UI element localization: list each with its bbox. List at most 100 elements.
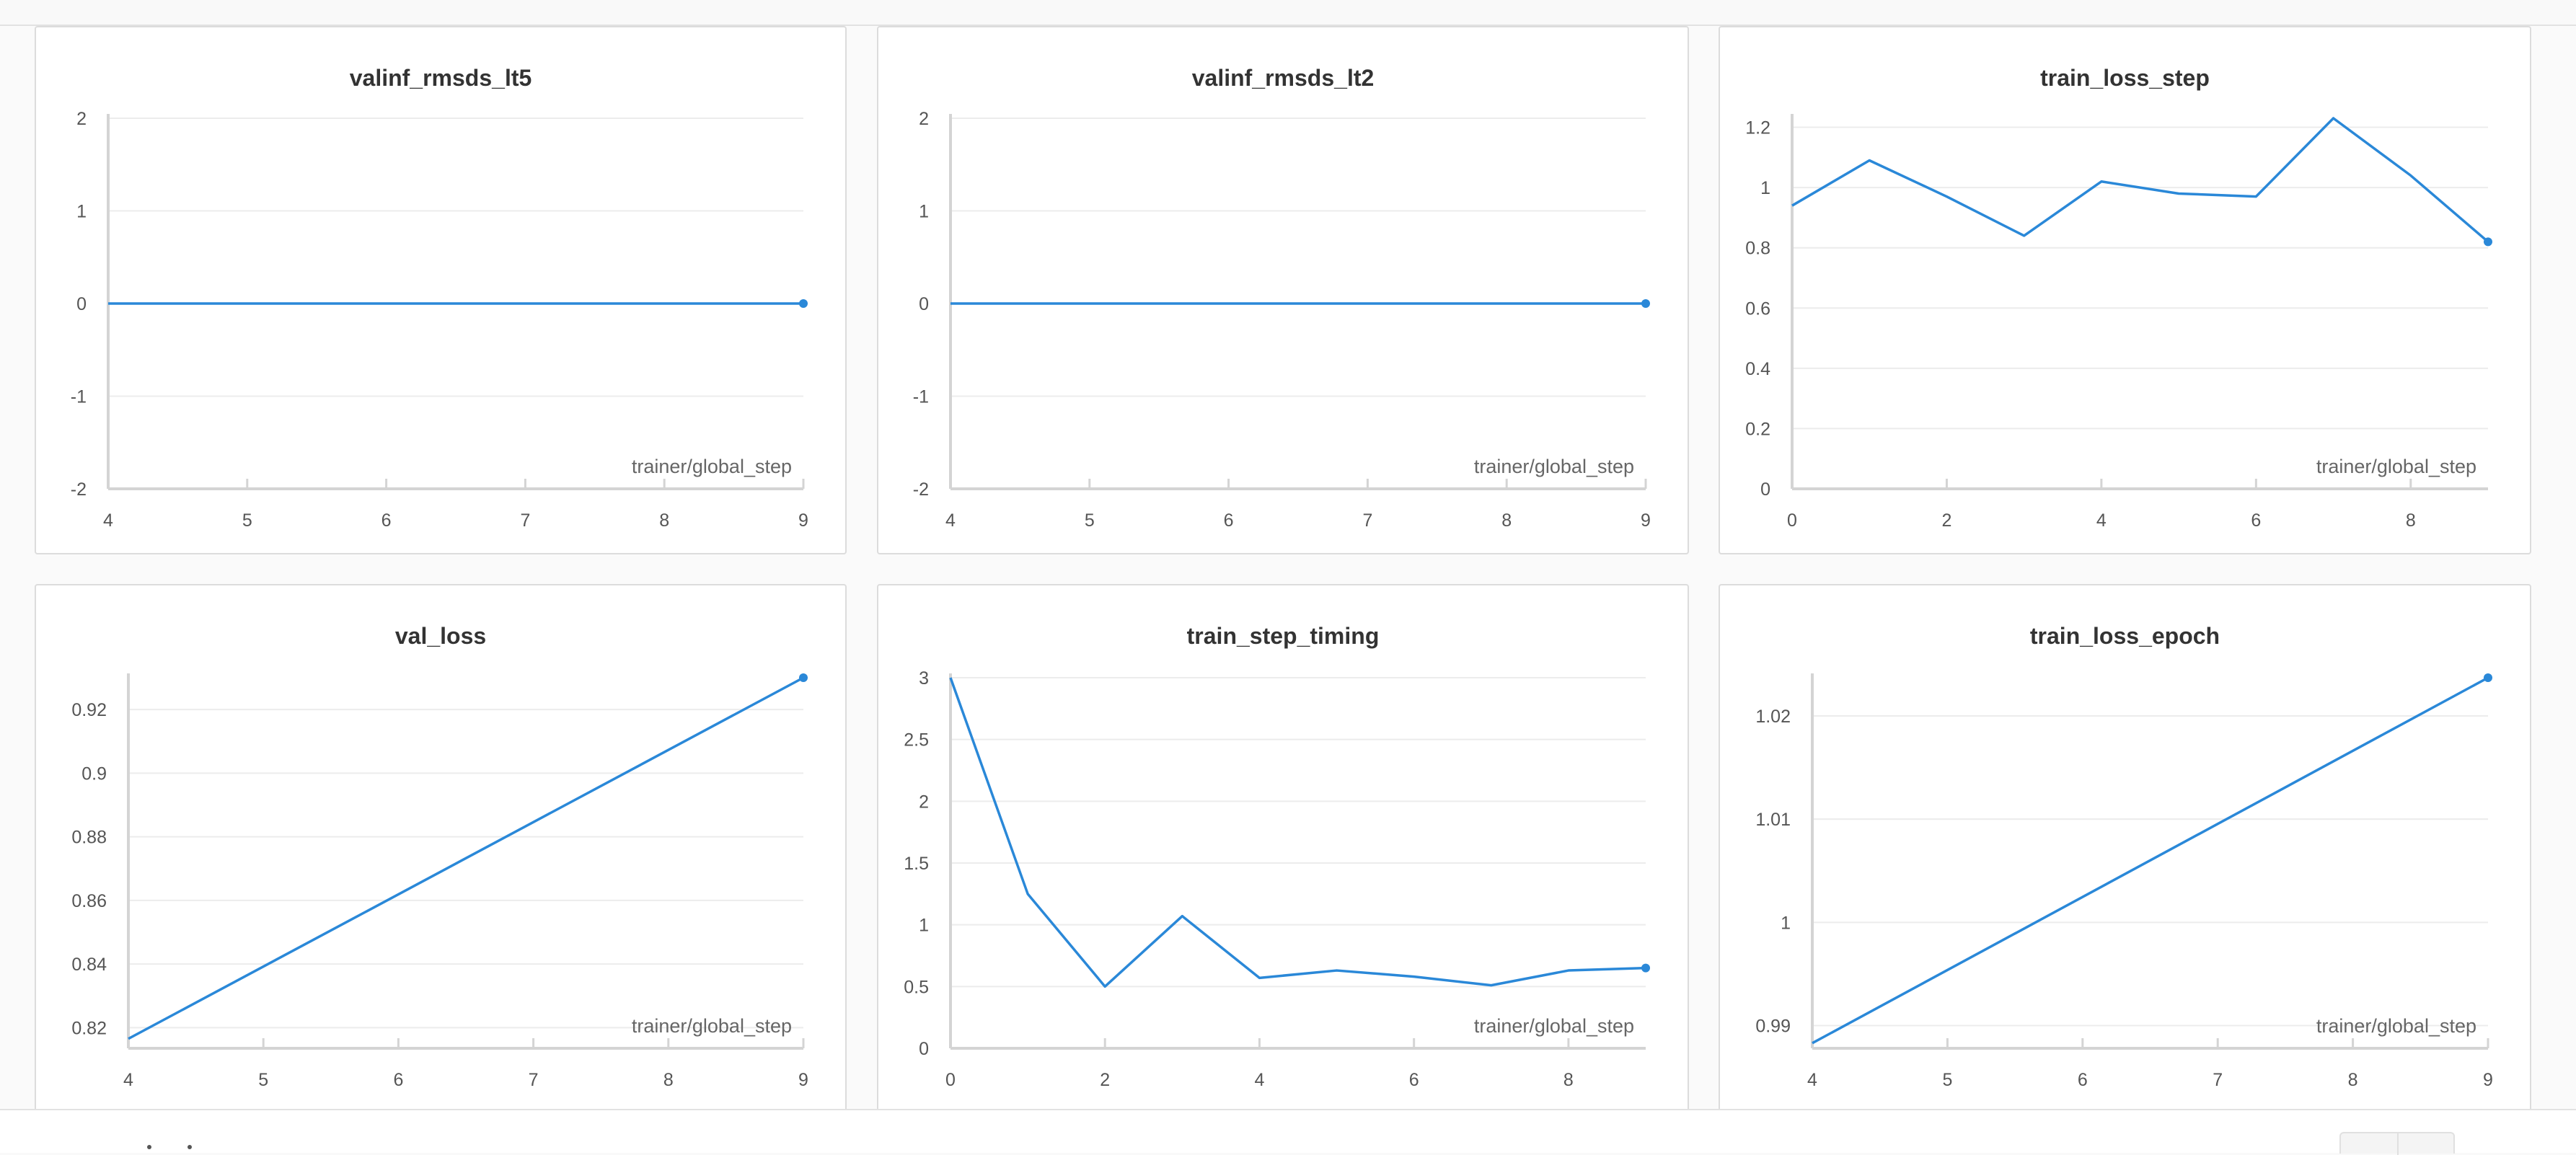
panel-title: train_loss_epoch xyxy=(2029,623,2220,649)
last-point-marker xyxy=(2484,673,2492,682)
x-tick-label: 7 xyxy=(529,1070,539,1090)
x-tick-label: 6 xyxy=(393,1070,403,1090)
y-tick-label: -2 xyxy=(71,479,87,500)
x-tick-label: 6 xyxy=(1224,510,1234,531)
y-tick-label: 0 xyxy=(76,294,87,314)
y-tick-label: 0.9 xyxy=(81,764,107,784)
x-tick-label: 5 xyxy=(242,510,252,531)
series-line xyxy=(128,676,804,1040)
y-tick-label: -1 xyxy=(71,387,87,407)
y-tick-label: 2 xyxy=(919,109,929,129)
x-axis-label: trainer/global_step xyxy=(2316,456,2476,477)
y-tick-label: 0.5 xyxy=(904,977,929,997)
panel-title: train_step_timing xyxy=(1186,623,1380,649)
x-tick-label: 4 xyxy=(1254,1070,1264,1090)
y-tick-label: 0.86 xyxy=(71,891,107,911)
y-tick-label: 0.88 xyxy=(71,828,107,848)
x-tick-label: 4 xyxy=(123,1070,133,1090)
last-point-marker xyxy=(2484,237,2492,247)
x-tick-label: 8 xyxy=(1563,1070,1574,1090)
x-tick-label: 6 xyxy=(381,510,392,531)
panel-grid: valinf_rmsds_lt5 -2 -1 0 1 2 4 5 6 7 8 9 trainer/gl… xyxy=(0,26,2576,1118)
last-point-marker xyxy=(1641,299,1650,308)
y-tick-label: 0.8 xyxy=(1745,239,1770,259)
x-tick-label: 7 xyxy=(520,510,530,531)
x-tick-label: 5 xyxy=(258,1070,268,1090)
x-tick-label: 9 xyxy=(798,1070,808,1090)
y-tick-label: 1.02 xyxy=(1755,707,1791,727)
chart-svg: 0 0.2 0.4 0.6 0.8 1 1.2 0 2 4 6 8 trainer/global_ste… xyxy=(1745,114,2492,531)
x-tick-label: 7 xyxy=(1362,510,1372,531)
x-tick-label: 2 xyxy=(1100,1070,1110,1090)
chart-panel-valinf-rmsds-lt2[interactable]: valinf_rmsds_lt2 -2 -1 0 1 2 4 5 6 7 8 9 trainer/gl… xyxy=(877,26,1689,554)
chart-panel-train-loss-epoch[interactable]: train_loss_epoch 0.99 1 1.01 1.02 4 5 6 7 8 9 trai… xyxy=(1719,584,2531,1118)
y-tick-label: 1 xyxy=(1760,178,1770,198)
chart-svg: 0.99 1 1.01 1.02 4 5 6 7 8 9 trainer/global_step xyxy=(1755,673,2493,1090)
y-tick-label: -1 xyxy=(913,387,929,407)
x-tick-label: 9 xyxy=(1641,510,1651,531)
y-tick-label: 0.2 xyxy=(1745,419,1770,439)
x-tick-label: 0 xyxy=(945,1070,956,1090)
y-tick-label: 0.84 xyxy=(71,955,107,975)
y-tick-label: 0.99 xyxy=(1755,1017,1791,1037)
chart-svg: -2 -1 0 1 2 4 5 6 7 8 9 trainer/global_step xyxy=(913,109,1651,531)
panel-title: val_loss xyxy=(394,623,487,649)
x-tick-label: 8 xyxy=(2406,510,2416,531)
x-tick-label: 9 xyxy=(2483,1070,2493,1090)
x-tick-label: 8 xyxy=(2348,1070,2358,1090)
panel-title: valinf_rmsds_lt5 xyxy=(349,65,532,91)
y-tick-label: 1 xyxy=(76,202,87,222)
x-tick-label: 5 xyxy=(1085,510,1095,531)
x-axis-label: trainer/global_step xyxy=(1474,456,1634,477)
top-toolbar xyxy=(0,0,2576,26)
chart-panel-valinf-rmsds-lt5[interactable]: valinf_rmsds_lt5 -2 -1 0 1 2 4 5 6 7 8 9 trainer/gl… xyxy=(35,26,847,554)
series-line xyxy=(949,677,1646,988)
chart-panel-train-step-timing[interactable]: train_step_timing 0 0.5 1 1.5 2 2.5 3 0 2 4 6 8 trai… xyxy=(877,584,1689,1118)
x-tick-label: 6 xyxy=(1409,1070,1419,1090)
x-tick-label: 8 xyxy=(663,1070,674,1090)
y-tick-label: 2 xyxy=(919,792,929,812)
x-tick-label: 8 xyxy=(659,510,669,531)
x-tick-label: 4 xyxy=(945,510,956,531)
x-tick-label: 6 xyxy=(2078,1070,2088,1090)
y-tick-label: 0.4 xyxy=(1745,359,1770,379)
controls-divider xyxy=(2397,1133,2399,1155)
chart-panel-train-loss-step[interactable]: train_loss_step 0 0.2 0.4 0.6 0.8 1 1.2 0 2 4 6 8 tr… xyxy=(1719,26,2531,554)
x-axis-label: trainer/global_step xyxy=(632,456,792,477)
pagination-controls[interactable] xyxy=(2339,1132,2455,1155)
x-tick-label: 4 xyxy=(1807,1070,1817,1090)
series-line xyxy=(1791,117,2489,243)
x-tick-label: 0 xyxy=(1787,510,1797,531)
y-tick-label: 2 xyxy=(76,109,87,129)
y-tick-label: 0.6 xyxy=(1745,298,1770,319)
chart-svg: -2 -1 0 1 2 4 5 6 7 8 9 trainer/global_step xyxy=(71,109,808,531)
panel-title: valinf_rmsds_lt2 xyxy=(1191,65,1375,91)
y-tick-label: 1 xyxy=(1781,913,1791,933)
y-tick-label: 0 xyxy=(919,294,929,314)
last-point-marker xyxy=(1641,963,1650,973)
chart-svg: 0.82 0.84 0.86 0.88 0.9 0.92 4 5 6 7 8 9 trainer/glo… xyxy=(71,673,808,1090)
y-tick-label: 1.2 xyxy=(1745,118,1770,138)
y-tick-label: 0.82 xyxy=(71,1018,107,1038)
y-tick-label: -2 xyxy=(913,479,929,500)
last-point-marker xyxy=(799,299,808,308)
y-tick-label: 0 xyxy=(1760,479,1770,500)
x-axis-label: trainer/global_step xyxy=(1474,1015,1634,1037)
x-tick-label: 8 xyxy=(1501,510,1512,531)
y-tick-label: 1.01 xyxy=(1755,810,1791,830)
series-line xyxy=(1812,676,2489,1045)
y-tick-label: 0 xyxy=(919,1039,929,1059)
chart-svg: 0 0.5 1 1.5 2 2.5 3 0 2 4 6 8 trainer/global_step xyxy=(904,668,1650,1090)
footer-partial-text xyxy=(144,1142,245,1149)
last-point-marker xyxy=(799,673,808,682)
x-tick-label: 5 xyxy=(1942,1070,1952,1090)
x-tick-label: 7 xyxy=(2213,1070,2223,1090)
y-tick-label: 0.92 xyxy=(71,700,107,720)
x-axis-label: trainer/global_step xyxy=(2316,1015,2476,1037)
chart-panel-val-loss[interactable]: val_loss 0.82 0.84 0.86 0.88 0.9 0.92 4 5 6 7 8 9 tr… xyxy=(35,584,847,1118)
x-axis-label: trainer/global_step xyxy=(632,1015,792,1037)
x-tick-label: 4 xyxy=(103,510,113,531)
x-tick-label: 6 xyxy=(2251,510,2261,531)
y-tick-label: 2.5 xyxy=(904,730,929,751)
panel-title: train_loss_step xyxy=(2040,65,2210,91)
